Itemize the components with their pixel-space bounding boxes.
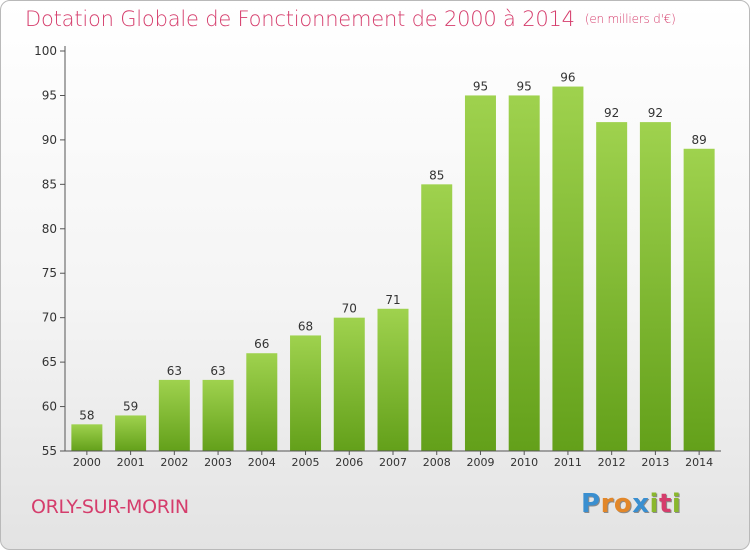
y-tick-label-60: 60 <box>42 400 57 414</box>
bar-2000 <box>71 424 103 451</box>
chart-subtitle: (en milliers d'€) <box>584 12 676 26</box>
value-label-2010: 95 <box>517 79 532 93</box>
y-tick-label-85: 85 <box>42 177 57 191</box>
logo-letter: P <box>581 489 601 519</box>
bar-2003 <box>202 379 234 451</box>
x-tick-label-2013: 2013 <box>641 456 669 469</box>
value-label-2011: 96 <box>560 71 575 85</box>
value-label-2013: 92 <box>648 106 663 120</box>
value-label-2009: 95 <box>473 79 488 93</box>
chart-title-text: Dotation Globale de Fonctionnement de 20… <box>25 7 575 31</box>
value-label-2003: 63 <box>210 364 225 378</box>
logo-letter: r <box>600 489 614 519</box>
bar-2009 <box>464 95 496 451</box>
x-tick-label-2005: 2005 <box>292 456 320 469</box>
y-tick-label-95: 95 <box>42 88 57 102</box>
value-label-2000: 58 <box>79 408 94 422</box>
logo-letter: o <box>613 489 633 519</box>
bar-2007 <box>377 308 409 451</box>
bar-2010 <box>508 95 540 451</box>
x-tick-label-2011: 2011 <box>554 456 582 469</box>
x-tick-label-2012: 2012 <box>598 456 626 469</box>
y-tick-label-100: 100 <box>34 44 57 58</box>
bar-2013 <box>639 122 671 451</box>
value-label-2002: 63 <box>167 364 182 378</box>
x-tick-label-2014: 2014 <box>685 456 713 469</box>
x-tick-label-2010: 2010 <box>510 456 538 469</box>
x-tick-label-2000: 2000 <box>73 456 101 469</box>
bar-2001 <box>115 415 147 451</box>
y-tick-label-70: 70 <box>42 311 57 325</box>
value-label-2007: 71 <box>385 293 400 307</box>
x-tick-label-2009: 2009 <box>466 456 494 469</box>
value-label-2004: 66 <box>254 337 269 351</box>
value-label-2012: 92 <box>604 106 619 120</box>
value-label-2014: 89 <box>691 133 706 147</box>
bar-2005 <box>290 335 322 451</box>
logo-letter: i <box>649 489 659 519</box>
commune-name: ORLY-SUR-MORIN <box>31 496 189 518</box>
x-tick-label-2001: 2001 <box>117 456 145 469</box>
y-tick-label-80: 80 <box>42 222 57 236</box>
bar-2008 <box>421 184 453 452</box>
y-tick-label-75: 75 <box>42 266 57 280</box>
y-tick-label-90: 90 <box>42 133 57 147</box>
proxiti-logo: Proxiti <box>581 489 681 519</box>
x-tick-label-2002: 2002 <box>160 456 188 469</box>
x-tick-label-2004: 2004 <box>248 456 276 469</box>
logo-letter: i <box>671 489 682 519</box>
value-label-2001: 59 <box>123 399 138 413</box>
x-tick-label-2006: 2006 <box>335 456 363 469</box>
value-label-2006: 70 <box>342 302 357 316</box>
x-tick-label-2008: 2008 <box>423 456 451 469</box>
value-label-2008: 85 <box>429 168 444 182</box>
bar-2012 <box>596 122 628 451</box>
logo-letter: t <box>658 489 672 519</box>
chart-title: Dotation Globale de Fonctionnement de 20… <box>25 7 676 31</box>
x-tick-label-2007: 2007 <box>379 456 407 469</box>
bar-2002 <box>158 379 190 451</box>
bar-2011 <box>552 86 584 452</box>
bar-2014 <box>683 148 715 451</box>
y-tick-label-55: 55 <box>42 444 57 458</box>
y-tick-label-65: 65 <box>42 355 57 369</box>
logo-letter: x <box>632 489 650 519</box>
bar-2006 <box>333 317 365 451</box>
x-tick-label-2003: 2003 <box>204 456 232 469</box>
bar-2004 <box>246 353 278 451</box>
value-label-2005: 68 <box>298 319 313 333</box>
